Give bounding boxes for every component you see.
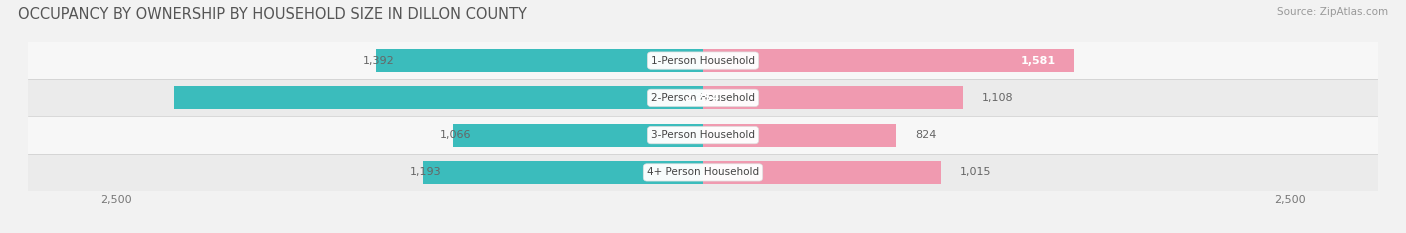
Text: 1,015: 1,015 [960, 168, 991, 177]
Bar [453, 123, 703, 147]
Bar [703, 86, 963, 110]
Text: 1,108: 1,108 [981, 93, 1014, 103]
Bar [174, 86, 703, 110]
Bar [28, 79, 1378, 116]
Bar [703, 49, 1074, 72]
Text: OCCUPANCY BY OWNERSHIP BY HOUSEHOLD SIZE IN DILLON COUNTY: OCCUPANCY BY OWNERSHIP BY HOUSEHOLD SIZE… [18, 7, 527, 22]
Text: 4+ Person Household: 4+ Person Household [647, 168, 759, 177]
Text: 824: 824 [915, 130, 936, 140]
Bar [703, 161, 941, 184]
Text: 1,066: 1,066 [440, 130, 471, 140]
Bar [28, 116, 1378, 154]
Text: Source: ZipAtlas.com: Source: ZipAtlas.com [1277, 7, 1388, 17]
Bar [28, 154, 1378, 191]
Text: 1-Person Household: 1-Person Household [651, 56, 755, 65]
Text: 3-Person Household: 3-Person Household [651, 130, 755, 140]
Bar [28, 42, 1378, 79]
Bar [703, 123, 897, 147]
Text: 1,581: 1,581 [1021, 56, 1056, 65]
Bar [377, 49, 703, 72]
Text: 2,254: 2,254 [685, 93, 720, 103]
Text: 1,193: 1,193 [411, 168, 441, 177]
Text: 2-Person Household: 2-Person Household [651, 93, 755, 103]
Text: 1,392: 1,392 [363, 56, 395, 65]
Bar [423, 161, 703, 184]
